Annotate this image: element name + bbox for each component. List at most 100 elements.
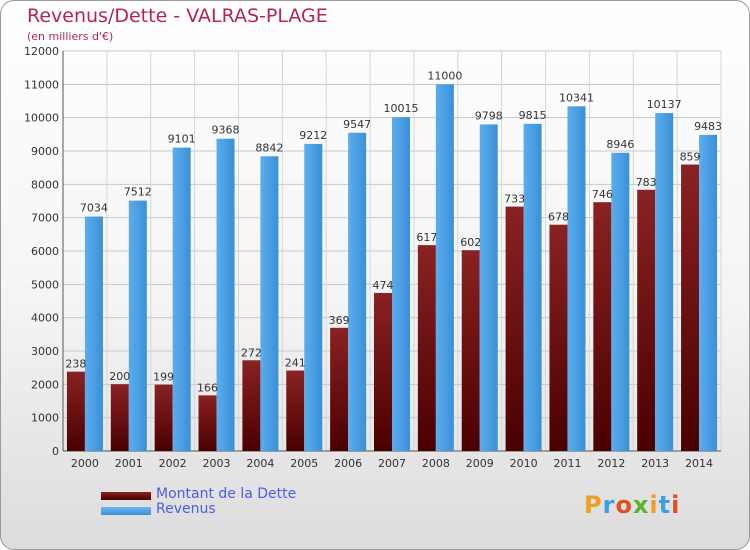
- bar-debt-2004: [242, 360, 261, 451]
- bar-debt-2010: [505, 206, 524, 451]
- logo-letter: t: [658, 491, 672, 519]
- bar-debt-2014: [681, 164, 700, 452]
- logo-letter: i: [649, 491, 659, 519]
- bar-revenue-2004: [260, 156, 279, 451]
- bar-revenue-2007: [392, 117, 410, 452]
- bar-revenue-2000: [84, 216, 103, 451]
- chart-title: Revenus/Dette - VALRAS-PLAGE: [27, 5, 328, 27]
- data-label-debt: 783: [636, 176, 657, 189]
- data-label-debt: 746: [592, 188, 613, 201]
- data-label-revenue: 9212: [299, 129, 327, 142]
- y-tick-label: 5000: [31, 278, 59, 291]
- bar-debt-2003: [198, 395, 217, 451]
- x-tick-label: 2013: [641, 457, 669, 470]
- y-tick-label: 12000: [24, 45, 59, 58]
- y-tick-label: 9000: [31, 145, 59, 158]
- data-label-debt: 678: [548, 211, 569, 224]
- x-tick-label: 2002: [159, 457, 187, 470]
- data-label-debt: 474: [373, 279, 394, 292]
- data-label-revenue: 11000: [427, 69, 462, 82]
- proxiti-logo: Proxiti: [584, 491, 680, 519]
- legend-label-revenue: Revenus: [156, 501, 216, 517]
- logo-letter: i: [671, 491, 681, 519]
- x-tick-label: 2007: [378, 457, 406, 470]
- y-tick-label: 0: [52, 445, 59, 458]
- bar-revenue-2011: [567, 106, 586, 452]
- bar-revenue-2005: [304, 143, 323, 451]
- bar-revenue-2012: [611, 152, 630, 452]
- logo-letter: x: [632, 491, 650, 519]
- bar-revenue-2001: [128, 200, 147, 451]
- bar-revenue-2008: [435, 84, 454, 451]
- x-tick-label: 2012: [597, 457, 625, 470]
- y-tick-label: 1000: [31, 412, 59, 425]
- data-label-revenue: 9547: [343, 118, 371, 131]
- y-tick-label: 11000: [24, 78, 59, 91]
- data-label-revenue: 7512: [124, 186, 152, 199]
- bar-debt-2007: [374, 292, 392, 451]
- bar-revenue-2010: [523, 123, 542, 451]
- y-tick-label: 10000: [24, 112, 59, 125]
- bar-debt-2009: [461, 250, 480, 451]
- bar-debt-2005: [286, 370, 305, 451]
- legend-swatch-debt: [101, 492, 151, 500]
- chart-subtitle: (en milliers d'€): [27, 30, 114, 43]
- data-label-revenue: 8946: [606, 138, 634, 151]
- logo-letter: o: [615, 491, 633, 519]
- data-label-revenue: 7034: [80, 202, 108, 215]
- data-label-revenue: 10341: [559, 91, 594, 104]
- bar-debt-2011: [549, 224, 568, 451]
- data-label-revenue: 9815: [519, 109, 547, 122]
- bar-debt-2001: [110, 384, 129, 451]
- x-tick-label: 2004: [246, 457, 274, 470]
- bar-revenue-2003: [216, 138, 235, 451]
- data-label-debt: 199: [153, 371, 174, 384]
- x-tick-label: 2005: [290, 457, 318, 470]
- legend-swatch-revenue: [101, 507, 151, 515]
- bar-debt-2000: [66, 371, 85, 451]
- data-label-debt: 369: [329, 314, 350, 327]
- x-tick-label: 2003: [203, 457, 231, 470]
- y-tick-label: 8000: [31, 178, 59, 191]
- data-label-revenue: 8842: [255, 141, 283, 154]
- data-label-debt: 241: [285, 357, 306, 370]
- data-label-debt: 733: [504, 193, 525, 206]
- bar-revenue-2013: [655, 113, 674, 451]
- bar-revenue-2002: [172, 147, 191, 451]
- y-tick-label: 7000: [31, 212, 59, 225]
- bar-debt-2002: [154, 384, 173, 451]
- data-label-debt: 859: [680, 151, 701, 164]
- y-tick-label: 6000: [31, 245, 59, 258]
- x-tick-label: 2008: [422, 457, 450, 470]
- logo-letter: P: [584, 491, 603, 519]
- x-tick-label: 2009: [466, 457, 494, 470]
- bar-debt-2006: [330, 327, 349, 451]
- data-label-revenue: 10137: [647, 98, 682, 111]
- data-label-revenue: 9483: [694, 120, 722, 133]
- data-label-debt: 166: [197, 381, 218, 394]
- bar-revenue-2014: [699, 134, 718, 451]
- x-tick-label: 2000: [71, 457, 99, 470]
- data-label-debt: 238: [65, 358, 86, 371]
- data-label-debt: 617: [416, 231, 437, 244]
- legend-label-debt: Montant de la Dette: [156, 486, 297, 502]
- bar-debt-2013: [637, 189, 656, 451]
- data-label-revenue: 9101: [168, 133, 196, 146]
- x-tick-label: 2006: [334, 457, 362, 470]
- data-label-debt: 272: [241, 346, 262, 359]
- bar-revenue-2009: [479, 124, 498, 452]
- logo-letter: r: [602, 491, 616, 519]
- data-label-debt: 200: [109, 370, 130, 383]
- bar-debt-2008: [417, 245, 436, 451]
- y-tick-label: 4000: [31, 312, 59, 325]
- data-label-revenue: 10015: [384, 102, 419, 115]
- x-tick-label: 2011: [553, 457, 581, 470]
- data-label-revenue: 9368: [212, 124, 240, 137]
- x-tick-label: 2010: [510, 457, 538, 470]
- bar-debt-2012: [593, 202, 612, 451]
- bar-revenue-2006: [348, 132, 367, 451]
- data-label-debt: 602: [460, 236, 481, 249]
- data-label-revenue: 9798: [475, 109, 503, 122]
